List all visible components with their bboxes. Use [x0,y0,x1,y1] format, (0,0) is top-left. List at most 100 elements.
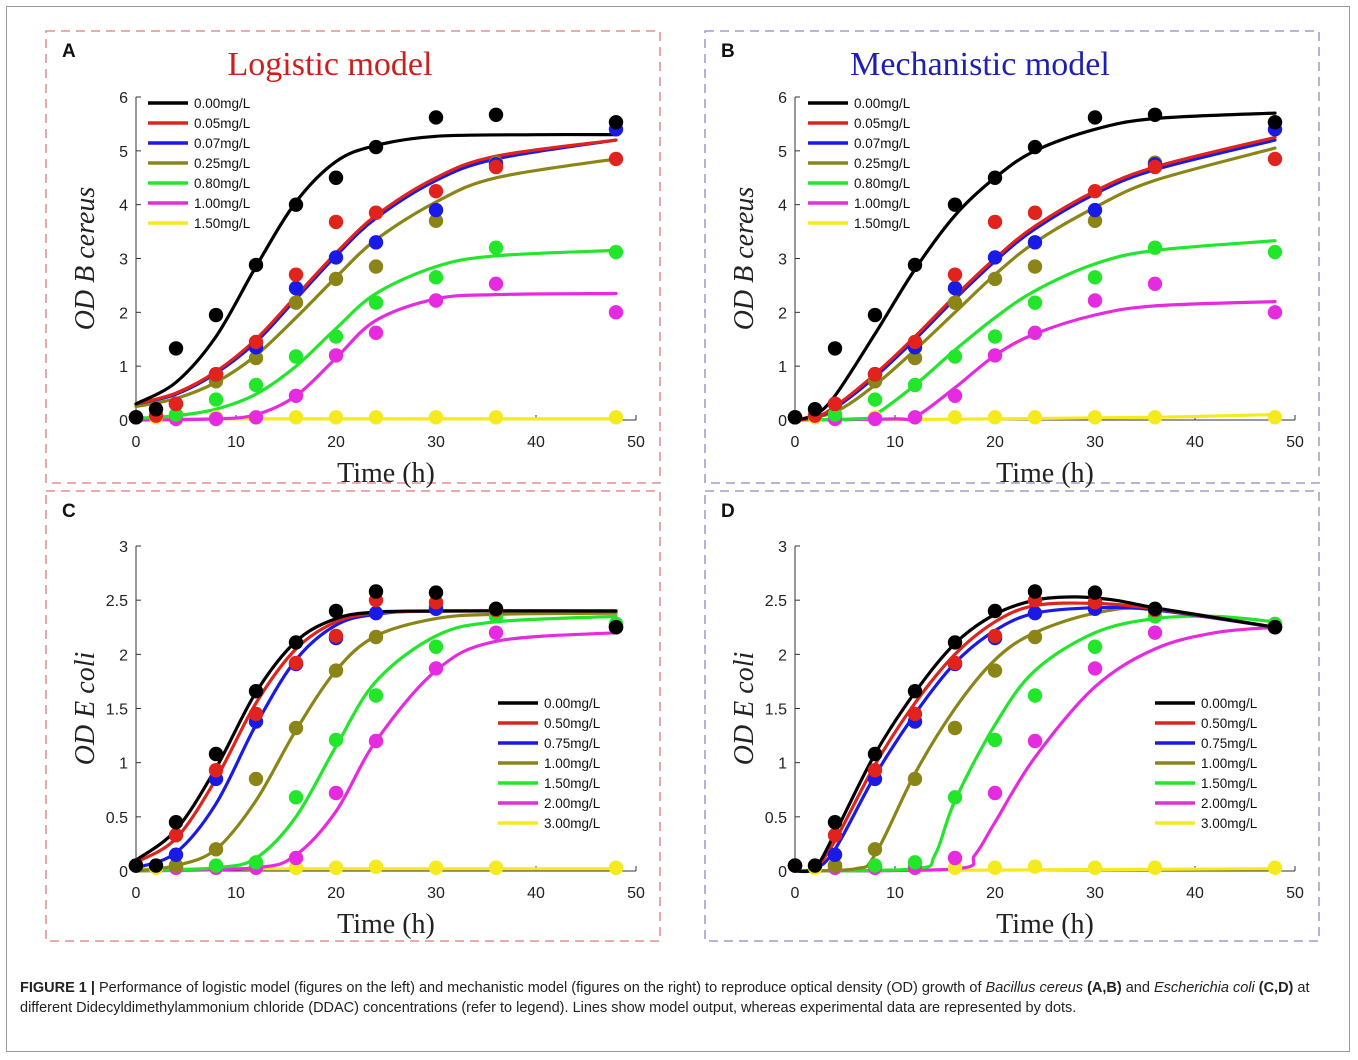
x-tick-label: 30 [427,885,445,902]
data-point [488,107,504,122]
data-point [168,341,184,356]
data-point [128,410,144,425]
y-tick-label: 0 [778,413,787,430]
data-point [428,213,444,229]
data-point [1147,860,1163,875]
series-line [793,614,1277,873]
series-line [134,291,618,422]
data-point [1267,860,1283,875]
legend-label: 1.50mg/L [194,216,251,231]
data-point [428,110,444,125]
data-point [1027,295,1043,310]
data-point [987,250,1003,265]
y-tick-label: 0.5 [106,810,128,827]
x-tick-label: 10 [886,885,904,902]
data-point [807,402,823,417]
data-point [288,349,304,364]
data-point [1147,276,1163,292]
x-tick-label: 10 [227,434,245,451]
data-point [488,159,504,175]
data-point [368,235,384,250]
data-point [1027,235,1043,250]
data-point [827,858,843,873]
data-point [248,771,264,787]
y-tick-label: 6 [119,90,128,107]
x-tick-label: 50 [627,434,645,451]
data-point [827,815,843,830]
figure-caption: FIGURE 1 | Performance of logistic model… [20,978,1340,1018]
data-point [1267,620,1283,635]
data-point [128,858,144,873]
data-point [328,603,344,619]
x-tick-label: 10 [227,885,245,902]
series-line [134,248,618,420]
data-point [987,329,1003,344]
data-point [1027,139,1043,155]
panel-label: A [62,41,76,62]
y-tick-label: 2.5 [106,593,128,610]
legend: 0.00mg/L 0.05mg/L 0.07mg/L 0.25mg/L 0.80mg/L… [808,96,911,231]
y-tick-label: 6 [778,90,787,107]
data-point [807,858,823,873]
panel-D: D 0 10 20 30 40 50 0 0.5 1 1.5 2 2.5 3 Time (h) OD E co… [704,490,1320,942]
x-axis-label: Time (h) [337,458,435,489]
y-tick-label: 1 [778,756,787,773]
data-point [428,293,444,308]
data-point [1147,601,1163,617]
y-axis-label: OD B cereus [70,187,101,331]
data-point [1267,244,1283,260]
data-point [328,410,344,425]
data-point [947,850,963,866]
data-point [987,410,1003,425]
data-point [208,367,224,382]
data-point [168,828,184,843]
data-point [368,584,384,599]
data-point [488,410,504,425]
data-point [907,350,923,366]
data-point [867,746,883,762]
data-point [987,663,1003,678]
y-axis-label: OD B cereus [729,187,760,331]
data-point [248,257,264,273]
x-tick-label: 20 [327,885,345,902]
data-point [288,850,304,866]
data-point [608,151,624,167]
data-point [328,250,344,265]
y-axis-label: OD E coli [70,652,101,766]
data-point [328,860,344,875]
legend-label: 0.25mg/L [854,156,911,171]
y-tick-label: 1.5 [765,702,787,719]
y-axis-label: OD E coli [729,652,760,766]
data-point [947,790,963,805]
legend-label: 1.50mg/L [854,216,911,231]
data-point [947,349,963,364]
data-point [488,601,504,617]
data-point [168,858,184,873]
legend-label: 0.05mg/L [854,116,911,131]
x-tick-label: 0 [132,885,141,902]
data-point [1027,629,1043,645]
data-point [1087,639,1103,654]
data-point [1087,585,1103,600]
data-point [947,655,963,671]
series-line [793,601,1277,873]
data-point [1027,205,1043,220]
data-point [987,214,1003,230]
data-point [368,733,384,749]
data-point [907,334,923,350]
legend-label: 1.00mg/L [1201,756,1258,771]
data-point [328,329,344,344]
data-point [1147,410,1163,425]
y-tick-label: 2 [778,647,787,664]
x-tick-label: 20 [986,434,1004,451]
x-tick-label: 50 [1286,434,1304,451]
data-point [1087,661,1103,676]
data-point [1147,240,1163,255]
data-point [328,348,344,363]
data-point [428,639,444,654]
data-point [608,620,624,635]
data-point [867,842,883,857]
data-point [288,267,304,282]
legend-label: 0.00mg/L [544,696,601,711]
y-tick-label: 5 [119,144,128,161]
